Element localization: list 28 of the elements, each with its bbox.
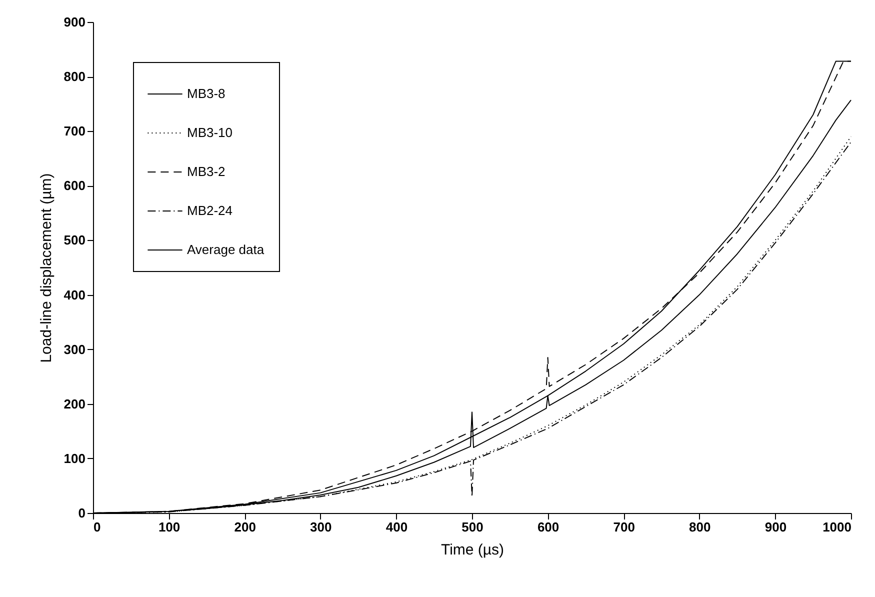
y-tick-label: 0 (78, 506, 86, 520)
x-tick-label: 0 (94, 520, 101, 534)
y-tick-label: 700 (64, 124, 86, 139)
y-axis-title: Load-line displacement (µm) (38, 173, 55, 363)
x-tick-label: 200 (234, 520, 256, 534)
legend-label: Average data (187, 242, 265, 257)
x-tick-label: 700 (613, 520, 635, 534)
y-tick-label: 300 (64, 342, 86, 357)
x-tick-label: 300 (310, 520, 332, 534)
y-tick-label: 800 (64, 69, 86, 84)
y-tick-label: 900 (64, 14, 86, 30)
y-tick-label: 600 (64, 178, 86, 194)
x-tick-label: 400 (386, 520, 408, 534)
x-tick-label: 900 (764, 520, 787, 534)
legend-label: MB3-10 (187, 125, 233, 140)
y-tick-label: 100 (64, 450, 86, 466)
legend-label: MB3-8 (187, 86, 226, 101)
legend-label: MB3-2 (187, 164, 226, 179)
y-tick-label: 400 (64, 287, 86, 302)
x-tick-label: 100 (158, 520, 180, 534)
legend-label: MB2-24 (187, 203, 233, 218)
y-tick-label: 200 (64, 396, 86, 412)
x-axis-title: Time (µs) (440, 542, 504, 558)
x-tick-label: 500 (462, 520, 484, 534)
y-tick-label: 500 (64, 232, 86, 248)
x-tick-label: 1000 (822, 520, 852, 534)
x-tick-label: 800 (689, 520, 711, 534)
x-tick-label: 600 (537, 520, 560, 534)
